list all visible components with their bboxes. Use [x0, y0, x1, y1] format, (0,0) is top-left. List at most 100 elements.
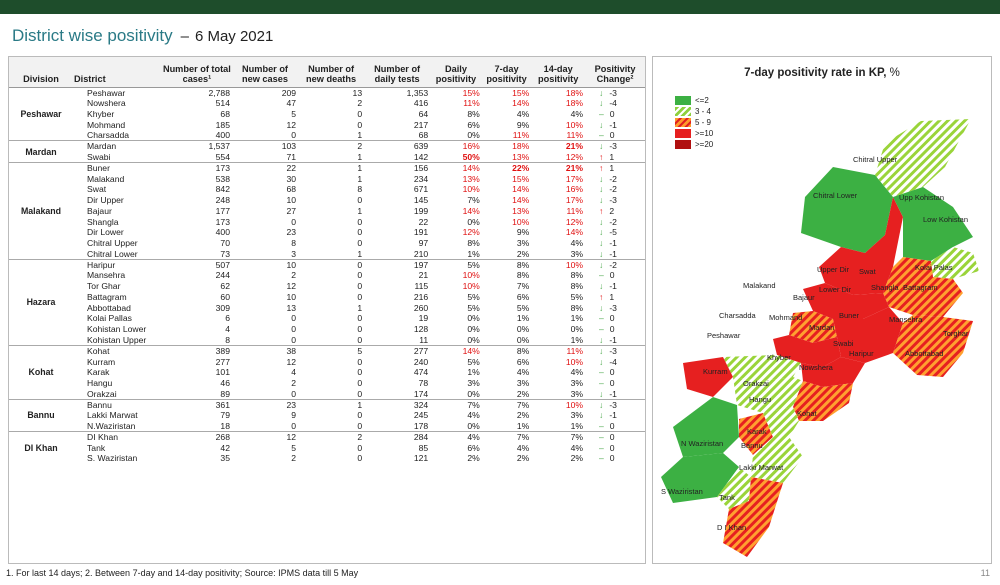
district-cell: Chitral Upper: [87, 238, 138, 249]
map-region-label: Torghar: [943, 329, 969, 338]
legend-swatch: [675, 106, 691, 116]
value-cell: 12%: [462, 227, 480, 238]
change-value: 0: [609, 270, 615, 281]
value-cell: 115: [414, 281, 429, 292]
value-cell: 324: [364, 398, 431, 410]
map-region-label: Malakand: [743, 281, 776, 290]
district-cell: Swat: [87, 184, 107, 195]
change-value: -2: [609, 216, 617, 227]
table-row: Bajaur 177 27 1 199 14% 13% 11% ↑ 2: [9, 205, 645, 216]
value-cell: 46: [220, 378, 230, 389]
table-row: Lakki Marwat 79 9 0 245 4% 2% 3% ↓ -1: [9, 410, 645, 421]
region-s-waziristan: [661, 453, 739, 503]
value-cell: 21: [418, 270, 429, 281]
positivity-change-cell: ↑ 2: [585, 205, 645, 216]
legend-swatch: [675, 139, 691, 149]
value-cell: 16%: [565, 184, 584, 195]
value-cell: 64: [418, 108, 429, 119]
value-cell: 9%: [516, 119, 530, 130]
value-cell: 14%: [565, 227, 584, 238]
value-cell: 10%: [462, 184, 480, 195]
value-cell: 11%: [531, 344, 586, 357]
value-cell: 8: [291, 238, 297, 249]
value-cell: 4%: [570, 442, 584, 453]
value-cell: 400: [215, 130, 230, 141]
value-cell: 0: [298, 258, 365, 271]
value-cell: 1: [357, 151, 363, 162]
positivity-change-cell: ↓ -1: [585, 281, 645, 292]
change-value: -3: [609, 87, 617, 98]
value-cell: 12: [231, 431, 299, 443]
footnote: 1. For last 14 days; 2. Between 7-day an…: [6, 568, 359, 578]
table-row: Swat 842 68 8 671 10% 14% 16% ↓ -2: [9, 184, 645, 195]
value-cell: 2%: [570, 453, 584, 464]
value-cell: 174: [413, 388, 429, 399]
value-cell: 173: [161, 161, 232, 174]
value-cell: 185: [215, 119, 230, 130]
value-cell: 2: [291, 270, 297, 281]
change-value: -1: [609, 334, 617, 345]
value-cell: 5: [291, 108, 297, 119]
value-cell: 234: [413, 173, 429, 184]
table-row: Swabi 554 71 1 142 50% 13% 12% ↑ 1: [9, 152, 645, 163]
table-header-row: Division District Number of total cases¹ Nu…: [9, 57, 645, 88]
map-region-label: Tank: [719, 493, 735, 502]
value-cell: 0: [357, 238, 363, 249]
value-cell: 156: [364, 161, 431, 174]
table-row: Hazara Haripur 507 10 0 197 5% 8% 10% ↓ -2: [9, 258, 645, 346]
table-row: Kohistan Lower 4 0 0 128 0% 0% 0% –0: [9, 324, 645, 335]
value-cell: 260: [413, 302, 429, 313]
table-row: Karak 101 4 0 474 1% 4% 4% –0: [9, 367, 645, 378]
value-cell: 268: [161, 431, 232, 443]
value-cell: 4%: [570, 367, 584, 378]
change-value: -2: [609, 173, 617, 184]
map-region-label: Khyber: [767, 353, 791, 362]
value-cell: 538: [215, 173, 230, 184]
table-row: Kohat Kohat 389 38 5 277 14% 8% 11% ↓ -3: [9, 344, 645, 400]
value-cell: 639: [364, 140, 431, 152]
page-title: District wise positivity –6 May 2021: [12, 26, 273, 46]
title-date: 6 May 2021: [194, 28, 274, 45]
value-cell: 217: [413, 119, 429, 130]
district-cell: Orakzai: [87, 388, 117, 399]
page-number: 11: [980, 568, 990, 578]
change-value: -1: [609, 388, 617, 399]
change-value: 2: [609, 205, 615, 216]
value-cell: 128: [413, 324, 429, 335]
division-cell: Hazara: [9, 258, 73, 346]
positivity-table-panel: Division District Number of total cases¹ Nu…: [8, 56, 646, 564]
value-cell: 0: [357, 324, 363, 335]
value-cell: 199: [413, 205, 429, 216]
value-cell: 16%: [430, 140, 482, 152]
value-cell: 11%: [566, 130, 584, 141]
district-cell: Lakki Marwat: [87, 410, 138, 421]
value-cell: 22%: [481, 161, 532, 174]
value-cell: 5%: [467, 291, 480, 302]
value-cell: 0: [357, 119, 363, 130]
arrow-down-icon: ↓: [599, 227, 604, 238]
positivity-change-cell: –0: [585, 378, 645, 389]
map-region-label: Shangla: [871, 283, 899, 292]
district-cell: Karak: [87, 367, 110, 378]
value-cell: 2%: [516, 410, 530, 421]
value-cell: 8%: [516, 270, 530, 281]
value-cell: 3%: [570, 388, 584, 399]
value-cell: 10%: [565, 356, 584, 367]
map-region-label: Mohmand: [769, 313, 803, 322]
value-cell: 8%: [570, 270, 584, 281]
district-cell: Bajaur: [87, 205, 112, 216]
map-region-label: Low Kohistan: [923, 215, 969, 224]
table-row: Kolai Pallas 6 0 0 19 0% 1% 1% –0: [9, 313, 645, 324]
value-cell: 10%: [462, 281, 480, 292]
value-cell: 4: [225, 324, 230, 335]
map-region-label: Bajaur: [793, 293, 815, 302]
positivity-change-cell: ↓ -2: [585, 216, 645, 227]
table-row: Dir Upper 248 10 0 145 7% 14% 17% ↓ -3: [9, 195, 645, 206]
value-cell: 9: [291, 410, 297, 421]
positivity-change-cell: ↓ -3: [585, 195, 645, 206]
district-cell: Tor Ghar: [87, 281, 121, 292]
value-cell: 23: [231, 398, 299, 410]
region-tank: [717, 467, 751, 509]
change-value: 0: [609, 378, 615, 389]
value-cell: 3%: [570, 378, 584, 389]
